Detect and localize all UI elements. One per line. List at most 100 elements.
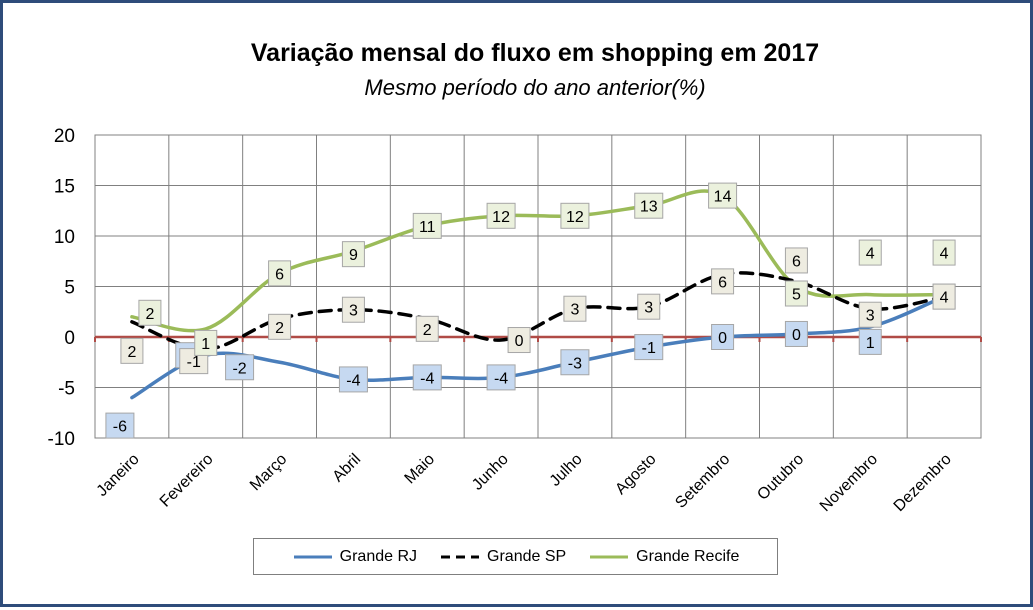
x-tick-label: Agosto — [612, 451, 659, 498]
data-label-box-sp — [120, 337, 144, 364]
data-label-box-sp — [415, 315, 439, 342]
data-label-rj: -2 — [232, 360, 246, 377]
x-tick-label: Abril — [330, 451, 365, 486]
data-label-recife: 11 — [419, 219, 436, 236]
data-label-sp: 3 — [866, 308, 875, 325]
data-label-box-recife — [138, 299, 162, 326]
data-label-rj: -4 — [494, 370, 508, 387]
data-label-recife: 4 — [866, 246, 875, 263]
x-tick-label: Outubro — [754, 451, 807, 504]
data-label-sp: 2 — [423, 322, 432, 339]
data-label-sp: 0 — [515, 333, 524, 350]
y-tick-label: 0 — [64, 328, 75, 349]
data-label-recife: 13 — [640, 199, 658, 216]
data-label-box-rj — [634, 334, 664, 361]
data-label-box-recife — [784, 280, 808, 307]
legend-label-sp: Grande SP — [487, 547, 567, 565]
data-label-box-rj — [225, 354, 255, 381]
data-label-recife: 12 — [566, 209, 584, 226]
data-label-box-recife — [412, 212, 442, 239]
data-label-rj: -1 — [642, 340, 656, 357]
data-label-sp: 2 — [275, 320, 284, 337]
chart-subtitle: Mesmo período do ano anterior(%) — [364, 75, 706, 100]
x-tick-label: Maio — [402, 451, 439, 488]
data-label-box-recife — [560, 202, 590, 229]
legend-label-rj: Grande RJ — [339, 547, 418, 565]
data-label-box-rj — [338, 366, 368, 393]
data-label-box-recife — [708, 182, 738, 209]
data-label-box-recife — [341, 241, 365, 268]
data-label-sp: 6 — [792, 253, 801, 270]
data-label-recife: 4 — [940, 246, 949, 263]
data-label-box-sp — [341, 296, 365, 323]
data-label-recife: 2 — [145, 306, 154, 323]
data-label-sp: -1 — [187, 354, 201, 371]
legend-swatch-rj — [293, 555, 332, 558]
chart-title: Variação mensal do fluxo em shopping em … — [250, 39, 820, 67]
data-label-box-recife — [634, 192, 664, 219]
y-tick-label: 20 — [54, 126, 75, 147]
data-label-rj: -6 — [113, 419, 127, 436]
legend-item-sp: Grande SP — [439, 548, 566, 566]
data-label-sp: 2 — [127, 344, 136, 361]
data-label-sp: 3 — [349, 303, 358, 320]
x-tick-label: Fevereiro — [157, 451, 217, 511]
data-label-box-rj — [784, 320, 808, 347]
legend-item-recife: Grande Recife — [588, 548, 739, 566]
data-label-box-sp — [507, 327, 531, 354]
x-tick-label: Dezembro — [891, 451, 955, 515]
data-label-recife: 9 — [349, 247, 358, 264]
data-label-box-recife — [858, 239, 882, 266]
legend-item-rj: Grande RJ — [292, 548, 417, 566]
data-label-rj: 0 — [792, 327, 801, 344]
data-label-box-rj — [105, 412, 135, 439]
legend-label-recife: Grande Recife — [636, 547, 740, 565]
data-label-box-rj — [412, 364, 442, 391]
data-label-rj: -4 — [420, 370, 434, 387]
data-label-sp: 3 — [570, 302, 579, 319]
data-labels: -6-2-2-4-4-4-3-100142-123203366342169111… — [105, 182, 956, 439]
data-label-rj: 1 — [866, 335, 875, 352]
x-tick-label: Janeiro — [94, 451, 143, 500]
data-label-box-sp — [711, 268, 735, 295]
data-label-box-recife — [268, 260, 292, 287]
y-tick-label: 5 — [64, 278, 75, 299]
data-label-box-rj — [858, 328, 882, 355]
legend: Grande RJ Grande SP Grande Recife — [253, 538, 778, 575]
y-tick-label: -10 — [48, 429, 75, 450]
legend-swatch-sp — [441, 555, 480, 558]
data-label-box-sp — [268, 313, 292, 340]
y-tick-label: 15 — [54, 177, 75, 198]
data-label-box-rj — [560, 349, 590, 376]
x-tick-label: Junho — [469, 451, 512, 494]
x-tick-label: Julho — [547, 451, 586, 490]
data-label-box-sp — [932, 283, 956, 310]
data-label-recife: 12 — [492, 209, 510, 226]
data-label-sp: 3 — [644, 300, 653, 317]
data-label-rj: -3 — [568, 355, 582, 372]
data-label-rj: 0 — [718, 330, 727, 347]
x-tick-label: Setembro — [672, 451, 733, 512]
data-label-recife: 1 — [201, 336, 210, 353]
data-label-recife: 6 — [275, 266, 284, 283]
grid-lines — [94, 134, 982, 439]
x-tick-label: Março — [247, 451, 291, 495]
data-label-recife: 5 — [792, 287, 801, 304]
y-tick-label: -5 — [58, 379, 75, 400]
data-label-box-sp — [858, 301, 882, 328]
data-label-box-rj — [711, 324, 735, 350]
data-label-box-recife — [932, 239, 956, 266]
data-label-box-sp — [563, 295, 587, 322]
data-label-box-recife — [194, 329, 218, 356]
data-label-box-recife — [486, 202, 516, 229]
data-label-box-sp — [637, 293, 661, 320]
legend-swatch-recife — [590, 555, 629, 558]
data-label-sp: 4 — [940, 290, 949, 307]
y-tick-label: 10 — [54, 227, 75, 248]
data-label-recife: 14 — [714, 189, 732, 206]
data-label-sp: 6 — [718, 274, 727, 291]
x-tick-label: Novembro — [817, 451, 881, 515]
data-label-box-sp — [784, 247, 808, 274]
